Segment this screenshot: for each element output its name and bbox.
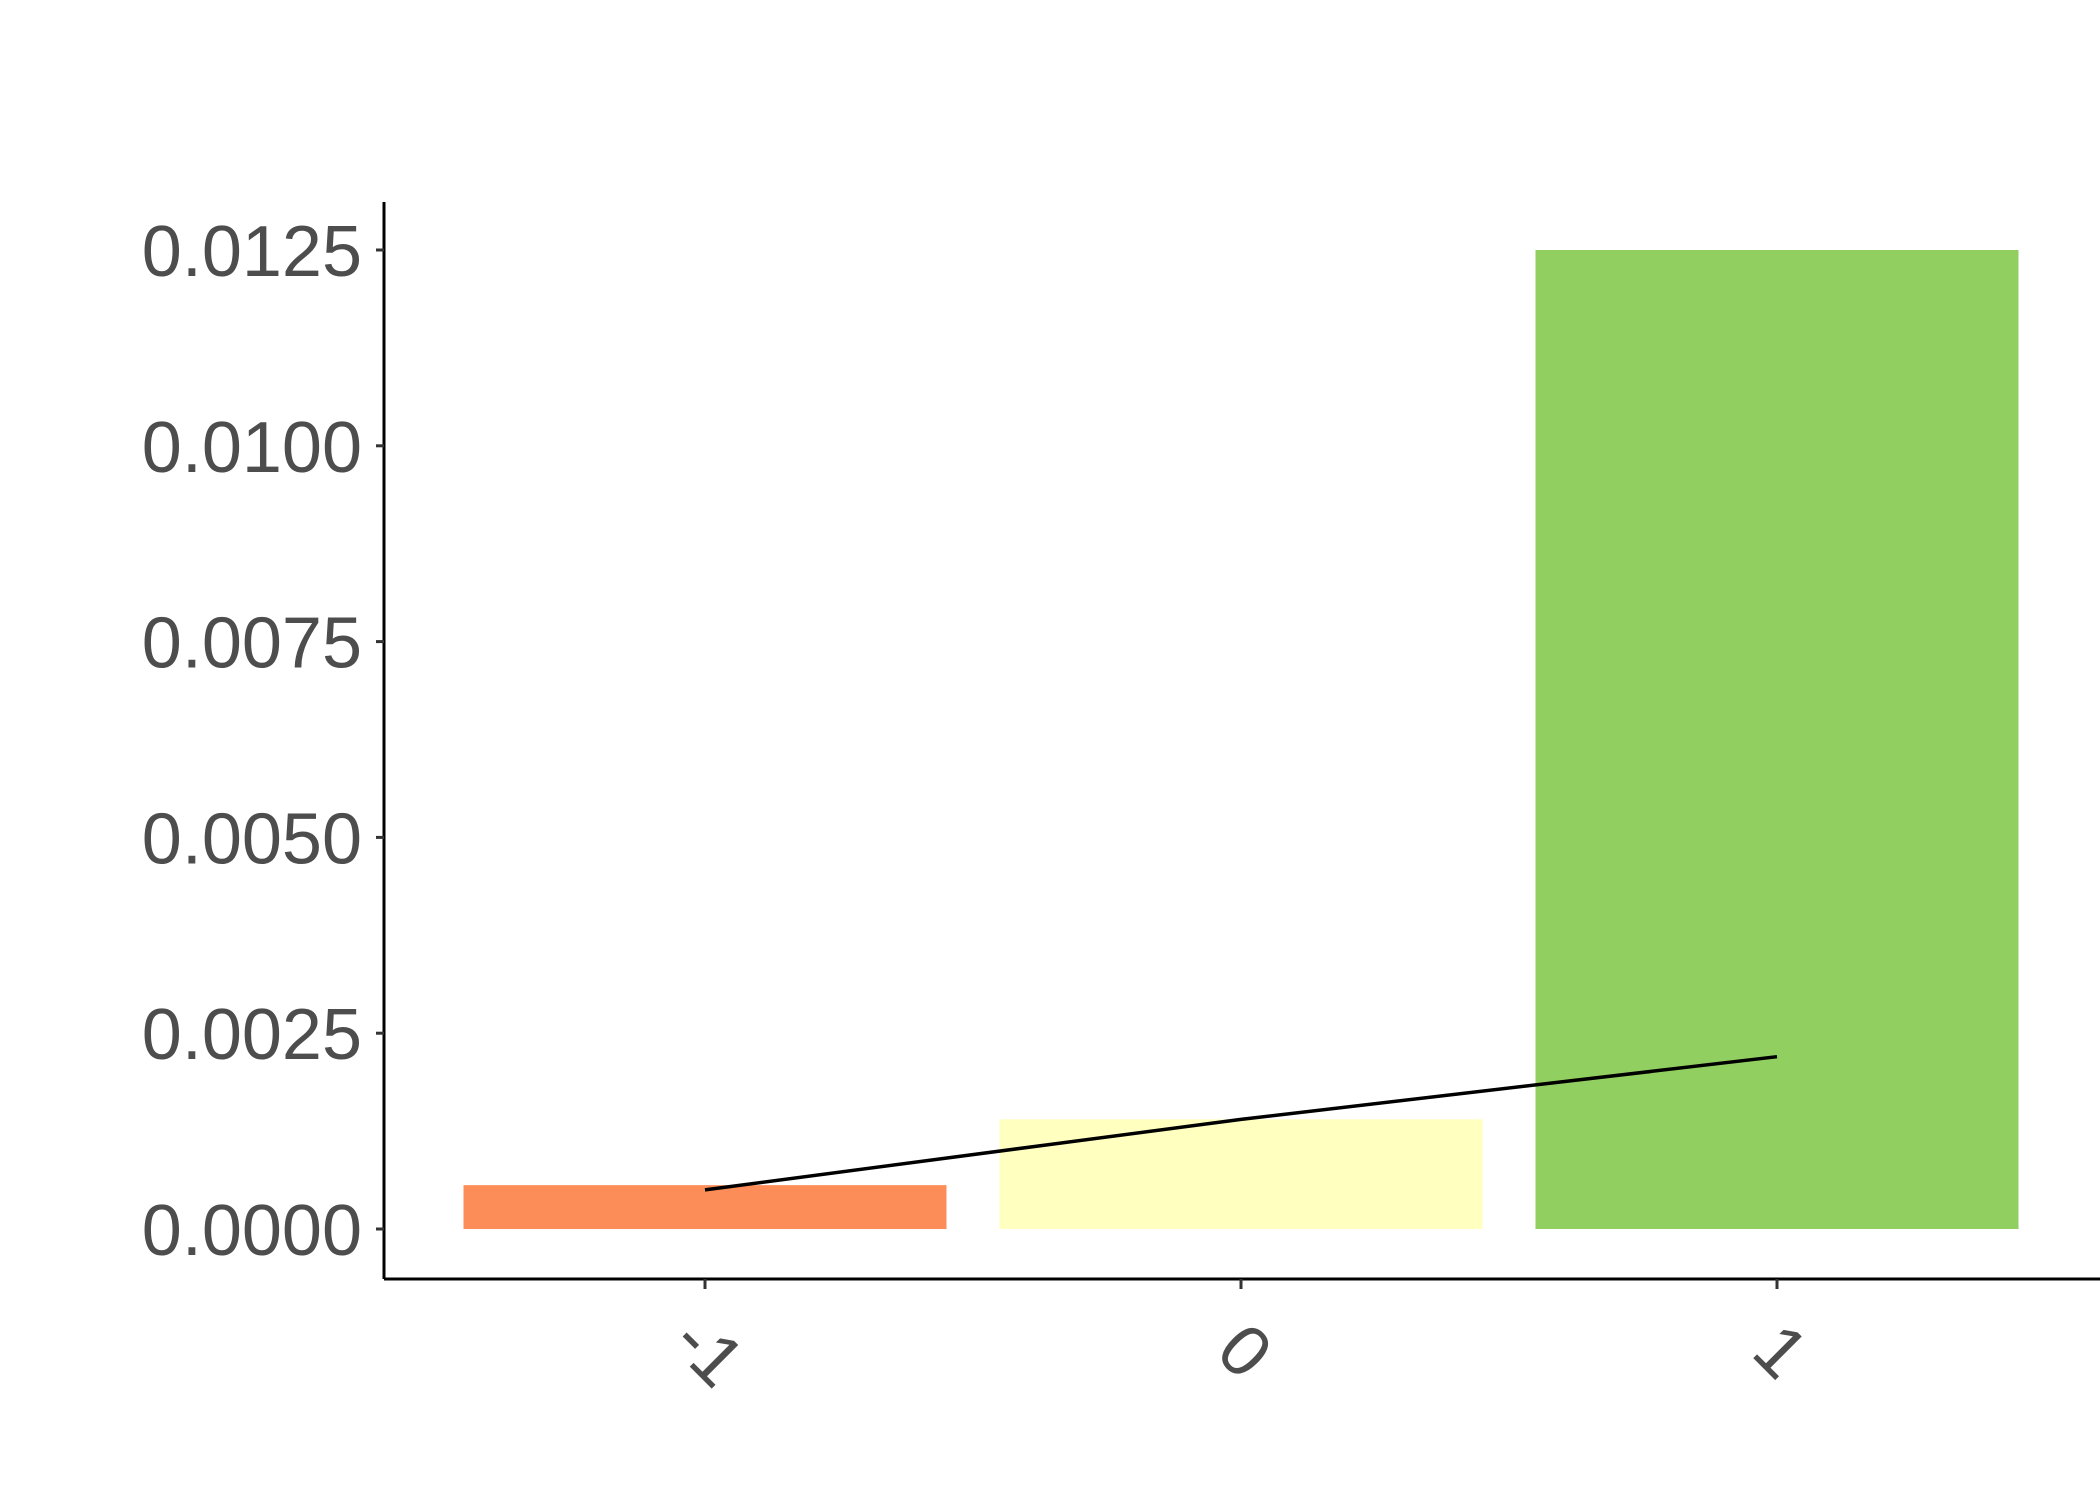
y-tick-label: 0.0075 bbox=[142, 604, 362, 684]
bar-0 bbox=[999, 1119, 1483, 1229]
bar--1 bbox=[463, 1185, 947, 1229]
y-tick-label: 0.0025 bbox=[142, 995, 362, 1075]
y-tick-label: 0.0100 bbox=[142, 408, 362, 488]
bar-1 bbox=[1535, 250, 2019, 1229]
x-tick-label: 1 bbox=[1738, 1309, 1823, 1394]
x-ticks-group: -1 0 1 bbox=[658, 1279, 1823, 1402]
x-tick-label: -1 bbox=[658, 1301, 760, 1403]
trend-line bbox=[704, 1054, 1778, 1192]
y-tick-label: 0.0000 bbox=[142, 1191, 362, 1271]
bars-group bbox=[463, 250, 2019, 1229]
x-tick-label: 0 bbox=[1202, 1309, 1287, 1394]
y-ticks-group: 0.0000 0.0025 0.0050 0.0075 0.0100 0.0125 bbox=[142, 212, 384, 1271]
line-group bbox=[704, 1054, 1778, 1192]
y-tick-label: 0.0125 bbox=[142, 212, 362, 292]
y-tick-label: 0.0050 bbox=[142, 799, 362, 879]
